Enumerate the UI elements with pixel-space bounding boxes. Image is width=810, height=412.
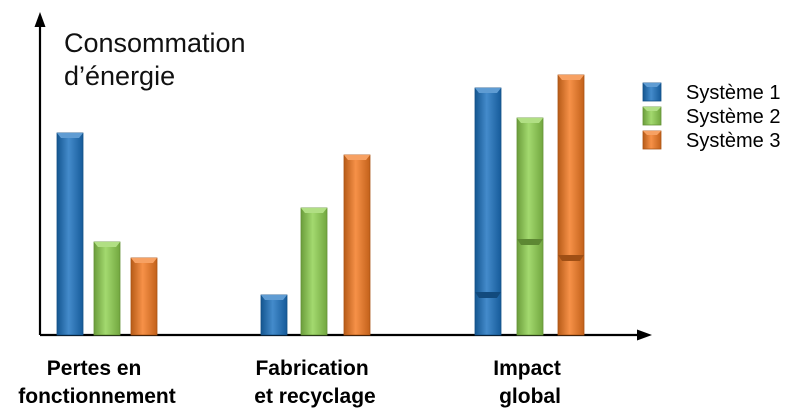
bar-cap-pertes-systeme-3: [131, 258, 157, 263]
legend-swatch-cap-systeme-3: [643, 131, 661, 135]
category-label-fabrication-line-1: Fabrication: [255, 357, 368, 380]
bar-fabrication-systeme-2: [300, 207, 328, 336]
segment-boundary-impact-systeme-3: [558, 255, 584, 261]
bar-cap-fabrication-systeme-1: [261, 295, 287, 300]
segment-boundary-impact-systeme-2: [517, 239, 543, 245]
category-label-fabrication: Fabrication et recyclage: [254, 357, 375, 408]
y-axis-label-line-1: Consommation: [64, 28, 246, 58]
bar-cap-fabrication-systeme-3: [344, 155, 370, 160]
bar-cap-pertes-systeme-2: [94, 242, 120, 247]
bar-impact-systeme-2: [516, 117, 544, 336]
legend-label-systeme-2: Système 2: [686, 106, 780, 128]
bar-cap-impact-systeme-1: [475, 88, 501, 93]
bar-fabrication-systeme-1: [260, 294, 288, 336]
category-label-impact: Impact global: [493, 357, 567, 408]
category-label-impact-line-1: Impact: [493, 357, 561, 380]
bar-pertes-systeme-1: [56, 132, 84, 336]
bar-cap-pertes-systeme-1: [57, 133, 83, 138]
category-label-pertes-line-2: fonctionnement: [18, 385, 176, 408]
bar-pertes-systeme-2: [93, 241, 121, 336]
legend-swatch-cap-systeme-1: [643, 83, 661, 87]
category-label-impact-line-2: global: [499, 385, 561, 408]
y-axis-arrow: [34, 12, 46, 27]
bars-group: [56, 74, 585, 336]
legend-label-systeme-3: Système 3: [686, 130, 780, 152]
bar-pertes-systeme-3: [130, 257, 158, 336]
legend-label-systeme-1: Système 1: [686, 82, 780, 104]
category-labels: Pertes en fonctionnement Fabrication et …: [18, 357, 567, 408]
category-label-pertes-line-1: Pertes en: [47, 357, 142, 380]
legend-swatch-cap-systeme-2: [643, 107, 661, 111]
category-label-fabrication-line-2: et recyclage: [254, 385, 375, 408]
y-axis-label: Consommation d’énergie: [64, 28, 253, 91]
bar-cap-impact-systeme-3: [558, 75, 584, 80]
bar-fabrication-systeme-3: [343, 154, 371, 336]
bar-cap-impact-systeme-2: [517, 118, 543, 123]
x-axis-arrow: [637, 329, 652, 341]
bar-impact-systeme-3: [557, 74, 585, 336]
bar-cap-fabrication-systeme-2: [301, 208, 327, 213]
segment-boundary-impact-systeme-1: [475, 292, 501, 298]
category-label-pertes: Pertes en fonctionnement: [18, 357, 176, 408]
y-axis-label-line-2: d’énergie: [64, 61, 175, 91]
